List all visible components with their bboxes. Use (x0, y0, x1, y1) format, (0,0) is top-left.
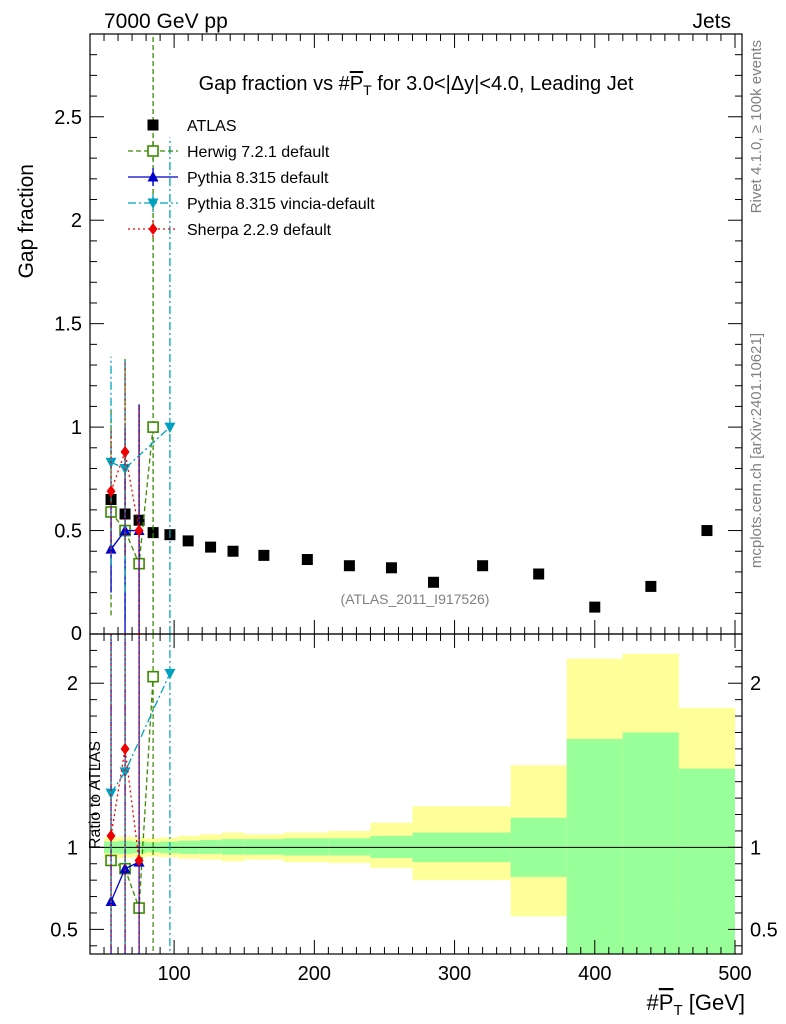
point-herwig-7-2-1-default (147, 421, 159, 433)
stat-uncertainty-band (566, 739, 623, 954)
ratio-point-herwig-7-2-1-default (147, 670, 159, 683)
x-tick-label: 200 (298, 963, 331, 985)
title-p-overline: P (350, 73, 363, 95)
side-label-mcplots: mcplots.cern.ch [arXiv:2401.10621] (748, 333, 765, 568)
point-sherpa-2-2-9-default (134, 524, 144, 537)
series-herwig-7-2-1-default (105, 34, 159, 634)
ratio-y-tick-label-right: 2 (750, 673, 761, 695)
point-atlas (301, 554, 313, 566)
x-tick-label: 300 (438, 963, 471, 985)
ratio-panel: 0.5 0.5 1 1 2 2 100 200 300 400 500 (50, 633, 778, 985)
point-atlas (147, 527, 159, 539)
legend-label-herwig-7-2-1-default: Herwig 7.2.1 default (187, 144, 330, 161)
ratio-y-tick-label: 1 (67, 837, 78, 859)
point-atlas (343, 560, 355, 572)
point-atlas (428, 576, 440, 588)
point-atlas (227, 545, 239, 557)
point-atlas (533, 568, 545, 580)
point-atlas (205, 541, 217, 553)
main-y-axis-label: Gap fraction (15, 164, 38, 278)
header-energy: 7000 GeV pp (104, 10, 228, 33)
x-axis-label: #PT [GeV] (647, 990, 745, 1019)
ratio-point-pythia-8-315-vincia-default (164, 668, 176, 680)
legend-marker-pythia-8-315-default (147, 171, 159, 182)
point-atlas (477, 560, 489, 572)
line-pythia-8-315-vincia-default (110, 426, 171, 470)
ratio-series-herwig-7-2-1-default (105, 634, 159, 954)
ratio-y-tick-label: 2 (67, 673, 78, 695)
x-tick-label: 500 (718, 963, 751, 985)
point-atlas (701, 525, 713, 537)
ratio-point-sherpa-2-2-9-default (120, 742, 130, 755)
ratio-frame (89, 633, 743, 955)
ratio-series-sherpa-2-2-9-default (106, 634, 144, 954)
main-panel: 0.5 1 1.5 2 2.5 0 (54, 33, 743, 645)
main-y-tick-label: 0.5 (54, 521, 82, 543)
legend-marker-sherpa-2-2-9-default (148, 223, 158, 235)
ratio-point-pythia-8-315-vincia-default (105, 788, 117, 800)
ratio-y-axis-label: Ratio to ATLAS (87, 741, 104, 849)
x-tick-label: 400 (578, 963, 611, 985)
point-sherpa-2-2-9-default (120, 445, 130, 458)
legend: ATLAS Herwig 7.2.1 default Pythia 8.315 de… (128, 118, 375, 239)
ratio-y-tick-label-right: 1 (750, 837, 761, 859)
ratio-y-tick-label: 0.5 (50, 919, 78, 941)
legend-marker-pythia-8-315-vincia-default (147, 198, 159, 209)
legend-label-pythia-8-315-default: Pythia 8.315 default (187, 170, 329, 187)
legend-label-atlas: ATLAS (187, 118, 237, 135)
ratio-line-pythia-8-315-vincia-default (110, 673, 171, 794)
point-atlas (385, 562, 397, 574)
point-sherpa-2-2-9-default (106, 485, 116, 498)
ratio-line-herwig-7-2-1-default (110, 676, 154, 909)
main-y-tick-label: 1 (71, 417, 82, 439)
main-y-tick-label: 1.5 (54, 314, 82, 336)
main-y-tick-label: 2 (71, 210, 82, 232)
point-atlas (589, 601, 601, 613)
legend-marker-atlas (147, 119, 159, 131)
x-tick-label: 100 (157, 963, 190, 985)
legend-label-sherpa-2-2-9-default: Sherpa 2.2.9 default (187, 222, 332, 239)
ratio-y-tick-label-right: 0.5 (750, 919, 778, 941)
main-y-tick-label-zero: 0 (71, 623, 82, 645)
chart-title: Gap fraction vs #PT for 3.0<|Δy|<4.0, Le… (199, 73, 634, 98)
stat-uncertainty-band (678, 768, 735, 954)
point-atlas (182, 535, 194, 547)
line-herwig-7-2-1-default (110, 427, 154, 564)
point-atlas (258, 549, 270, 561)
legend-marker-herwig-7-2-1-default (147, 145, 159, 157)
side-label-rivet: Rivet 4.1.0, ≥ 100k events (748, 40, 765, 213)
point-atlas (645, 580, 657, 592)
point-pythia-8-315-vincia-default (164, 422, 176, 434)
series-sherpa-2-2-9-default (106, 362, 144, 634)
main-y-tick-label: 2.5 (54, 107, 82, 129)
legend-label-pythia-8-315-vincia-default: Pythia 8.315 vincia-default (187, 196, 375, 213)
header-jets: Jets (692, 10, 731, 33)
ratio-point-sherpa-2-2-9-default (106, 829, 116, 842)
stat-uncertainty-band (622, 732, 679, 954)
ratio-point-pythia-8-315-default (119, 862, 131, 874)
analysis-watermark: (ATLAS_2011_I917526) (341, 591, 490, 607)
ratio-point-sherpa-2-2-9-default (134, 854, 144, 867)
